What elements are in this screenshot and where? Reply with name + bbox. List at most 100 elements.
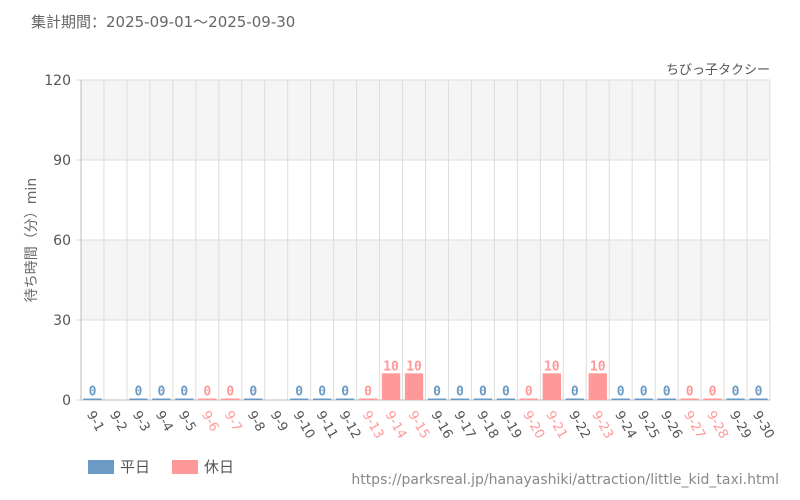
- data-label-9-14: 10: [383, 359, 399, 374]
- data-label-9-3: 0: [135, 385, 143, 400]
- bar-9-22: [565, 398, 584, 400]
- data-label-9-11: 0: [318, 385, 326, 400]
- bar-9-17: [450, 398, 470, 400]
- x-tick-label-9-5: 9-5: [175, 409, 199, 435]
- data-label-9-29: 0: [732, 385, 740, 400]
- bar-9-24: [611, 398, 630, 400]
- data-label-9-21: 10: [544, 359, 560, 374]
- x-tick-label-9-18: 9-18: [473, 409, 501, 442]
- data-label-9-23: 10: [590, 359, 606, 374]
- bar-9-8: [244, 398, 263, 400]
- x-tick-label-9-27: 9-27: [680, 409, 708, 442]
- bar-9-4: [152, 398, 171, 400]
- data-label-9-30: 0: [755, 385, 763, 400]
- x-tick-label-9-25: 9-25: [634, 409, 662, 442]
- y-tick-label: 120: [44, 73, 71, 89]
- y-tick-label: 30: [53, 313, 71, 329]
- data-label-9-26: 0: [663, 385, 671, 400]
- x-tick-label-9-17: 9-17: [450, 409, 478, 442]
- data-label-9-12: 0: [341, 385, 349, 400]
- bar-9-29: [726, 398, 745, 400]
- legend-item-holiday[interactable]: 休日: [172, 456, 234, 477]
- bar-9-14: [381, 373, 401, 400]
- bar-9-3: [129, 398, 148, 400]
- x-tick-label-9-12: 9-12: [336, 409, 364, 442]
- bar-9-16: [427, 398, 447, 400]
- x-tick-label-9-20: 9-20: [519, 409, 547, 442]
- bar-9-13: [358, 398, 378, 400]
- x-tick-label-9-9: 9-9: [267, 409, 291, 435]
- y-axis-label: 待ち時間（分）min: [24, 178, 40, 302]
- data-label-9-5: 0: [180, 385, 188, 400]
- data-label-9-20: 0: [525, 385, 533, 400]
- x-tick-label-9-6: 9-6: [198, 409, 222, 435]
- data-label-9-1: 0: [89, 385, 97, 400]
- x-tick-label-9-24: 9-24: [611, 409, 639, 442]
- bar-9-12: [335, 398, 355, 400]
- y-tick-label: 90: [53, 153, 71, 169]
- x-tick-label-9-7: 9-7: [221, 409, 245, 435]
- data-label-9-27: 0: [686, 385, 694, 400]
- data-label-9-19: 0: [502, 385, 510, 400]
- x-tick-label-9-3: 9-3: [129, 409, 153, 435]
- x-tick-label-9-30: 9-30: [749, 409, 777, 442]
- x-tick-label-9-21: 9-21: [542, 409, 570, 442]
- data-label-9-6: 0: [203, 385, 211, 400]
- x-tick-label-9-10: 9-10: [290, 409, 318, 442]
- bar-9-15: [404, 373, 424, 400]
- source-url: https://parksreal.jp/hanayashiki/attract…: [351, 472, 779, 488]
- x-tick-label-9-4: 9-4: [152, 409, 176, 435]
- legend-swatch-holiday: [172, 459, 199, 474]
- bar-9-5: [175, 398, 194, 400]
- x-tick-label-9-8: 9-8: [244, 409, 268, 435]
- x-tick-label-9-19: 9-19: [496, 409, 524, 442]
- period-label: 集計期間：2025-09-01～2025-09-30: [31, 13, 296, 31]
- bar-9-20: [519, 398, 539, 400]
- y-tick-label: 0: [62, 393, 71, 409]
- data-label-9-28: 0: [709, 385, 717, 400]
- x-tick-label-9-29: 9-29: [726, 409, 754, 442]
- bar-9-11: [312, 398, 332, 400]
- bar-9-18: [473, 398, 493, 400]
- bar-9-27: [680, 398, 699, 400]
- x-tick-label-9-14: 9-14: [382, 409, 410, 442]
- legend-item-weekday[interactable]: 平日: [88, 456, 150, 477]
- x-tick-label-9-13: 9-13: [359, 409, 387, 442]
- legend: 平日 休日: [88, 456, 256, 477]
- data-label-9-15: 10: [406, 359, 422, 374]
- data-label-9-7: 0: [226, 385, 234, 400]
- data-label-9-17: 0: [456, 385, 464, 400]
- legend-label-weekday: 平日: [120, 458, 151, 476]
- data-label-9-13: 0: [364, 385, 372, 400]
- x-tick-label-9-1: 9-1: [83, 409, 107, 435]
- bar-9-19: [496, 398, 516, 400]
- bar-9-1: [83, 398, 102, 400]
- y-tick-label: 60: [53, 233, 71, 249]
- x-tick-label-9-2: 9-2: [106, 409, 130, 435]
- x-tick-label-9-11: 9-11: [313, 409, 341, 442]
- x-tick-label-9-22: 9-22: [565, 409, 593, 442]
- data-label-9-10: 0: [295, 385, 303, 400]
- x-tick-label-9-28: 9-28: [703, 409, 731, 442]
- x-tick-label-9-15: 9-15: [405, 409, 433, 442]
- data-label-9-16: 0: [433, 385, 441, 400]
- bar-9-30: [749, 398, 768, 400]
- bar-9-28: [703, 398, 722, 400]
- bar-9-7: [221, 398, 240, 400]
- x-tick-label-9-26: 9-26: [657, 409, 685, 442]
- bar-9-25: [634, 398, 653, 400]
- bar-9-10: [289, 398, 309, 400]
- x-tick-label-9-23: 9-23: [588, 409, 616, 442]
- bar-9-6: [198, 398, 217, 400]
- x-tick-label-9-16: 9-16: [428, 409, 456, 442]
- data-label-9-18: 0: [479, 385, 487, 400]
- legend-swatch-weekday: [88, 459, 114, 474]
- bar-9-23: [588, 373, 607, 400]
- data-label-9-22: 0: [571, 385, 579, 400]
- data-label-9-25: 0: [640, 385, 648, 400]
- bar-9-26: [657, 398, 676, 400]
- chart-title: ちびっ子タクシー: [666, 63, 770, 78]
- data-label-9-8: 0: [249, 385, 257, 400]
- data-label-9-4: 0: [157, 385, 165, 400]
